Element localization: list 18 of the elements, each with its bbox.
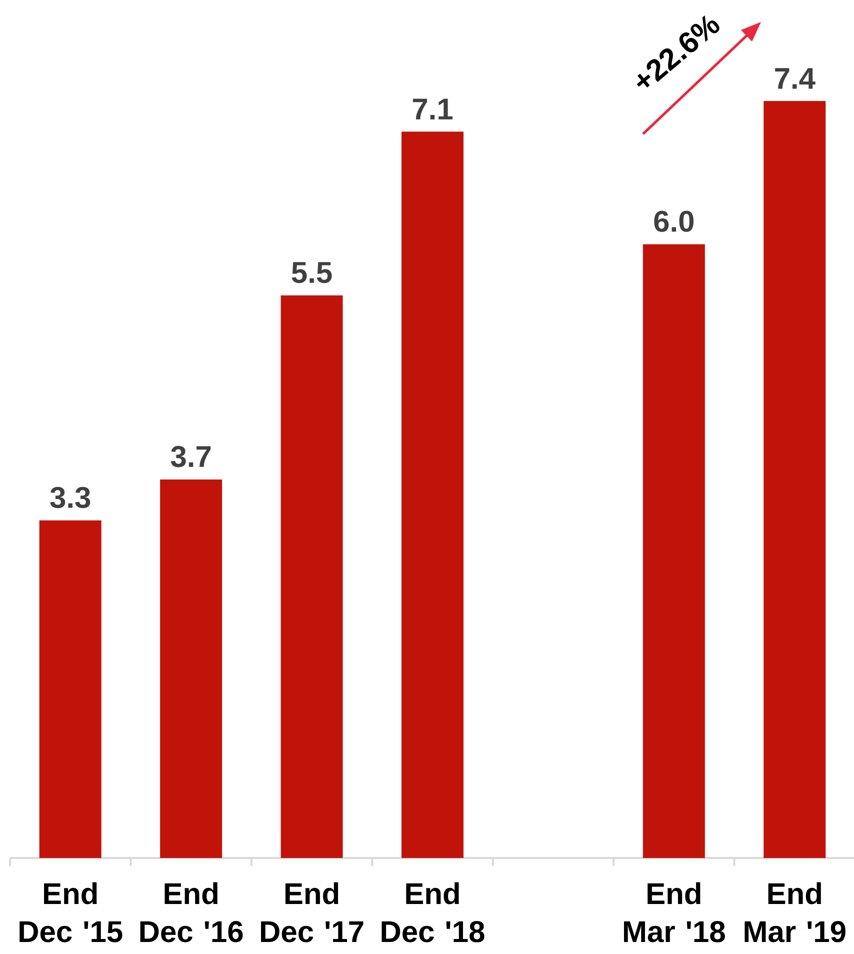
bar (160, 479, 222, 858)
x-tick-label: End Dec '15 (20, 882, 122, 942)
x-tick-label: End Mar '19 (744, 882, 846, 942)
x-tick-label: End Dec '16 (140, 882, 243, 942)
bar (402, 132, 464, 858)
bar (642, 244, 705, 858)
x-tick-label: End Mar '18 (624, 882, 725, 942)
data-label: 6.0 (654, 210, 694, 232)
data-label: 7.4 (775, 68, 816, 89)
bar (764, 100, 826, 858)
bar (280, 295, 343, 858)
data-label: 3.3 (50, 486, 90, 508)
x-tick-label: End Dec '17 (261, 882, 364, 942)
data-label: 7.1 (412, 98, 453, 120)
data-label: 3.7 (170, 446, 211, 468)
data-label: 5.5 (292, 262, 332, 284)
bar (39, 520, 102, 858)
x-tick-label: End Dec '18 (382, 882, 484, 942)
